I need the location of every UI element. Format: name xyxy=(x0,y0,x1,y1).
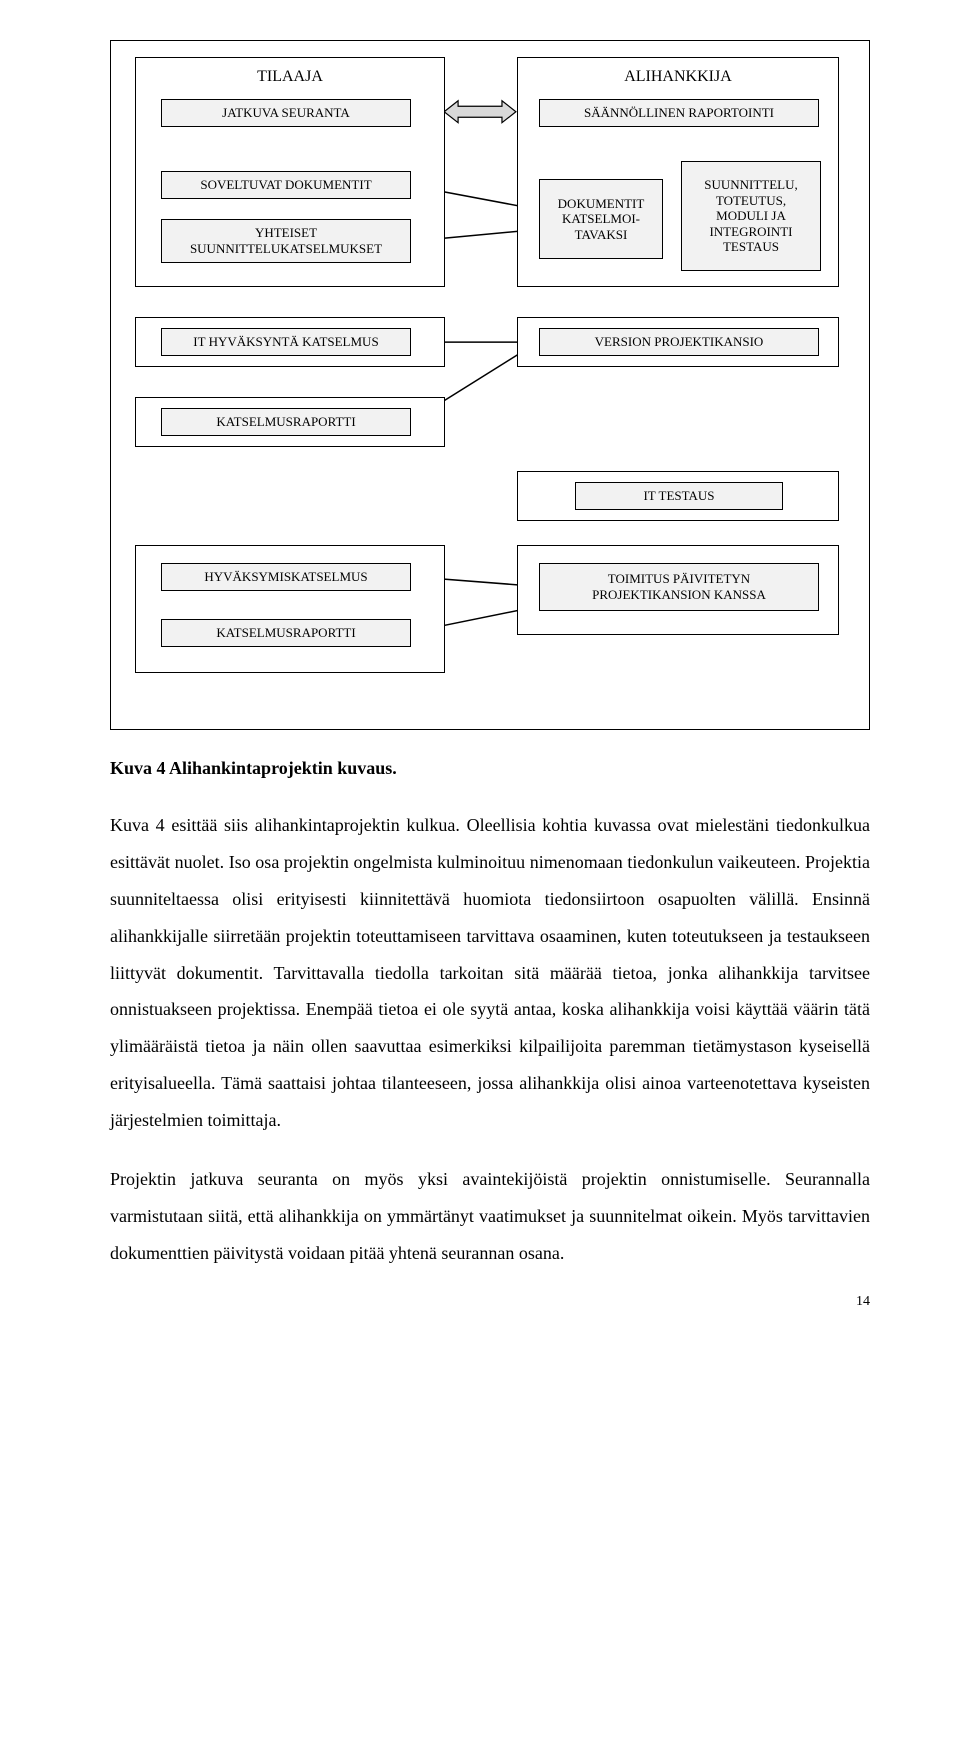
diagram-node: KATSELMUSRAPORTTI xyxy=(161,408,411,436)
diagram-node: HYVÄKSYMISKATSELMUS xyxy=(161,563,411,591)
diagram-node: TILAAJA xyxy=(145,63,435,91)
figure-caption: Kuva 4 Alihankintaprojektin kuvaus. xyxy=(110,758,870,779)
diagram-node: SOVELTUVAT DOKUMENTIT xyxy=(161,171,411,199)
diagram-node: DOKUMENTITKATSELMOI-TAVAKSI xyxy=(539,179,663,259)
diagram-node: SUUNNITTELU,TOTEUTUS,MODULI JAINTEGROINT… xyxy=(681,161,821,271)
paragraph: Kuva 4 esittää siis alihankintaprojektin… xyxy=(110,807,870,1139)
page-number: 14 xyxy=(110,1294,870,1310)
diagram-node: YHTEISETSUUNNITTELUKATSELMUKSET xyxy=(161,219,411,263)
diagram-node: JATKUVA SEURANTA xyxy=(161,99,411,127)
diagram-node: IT TESTAUS xyxy=(575,482,783,510)
diagram-node: KATSELMUSRAPORTTI xyxy=(161,619,411,647)
diagram-node: ALIHANKKIJA xyxy=(527,63,829,91)
flowchart-diagram: TILAAJA ALIHANKKIJA JATKUVA SEURANTA SÄÄNNÖ… xyxy=(121,51,859,711)
paragraph: Projektin jatkuva seuranta on myös yksi … xyxy=(110,1161,870,1272)
diagram-frame: TILAAJA ALIHANKKIJA JATKUVA SEURANTA SÄÄNNÖ… xyxy=(110,40,870,730)
body-text: Kuva 4 esittää siis alihankintaprojektin… xyxy=(110,807,870,1272)
diagram-node: TOIMITUS PÄIVITETYNPROJEKTIKANSION KANSS… xyxy=(539,563,819,611)
diagram-node: SÄÄNNÖLLINEN RAPORTOINTI xyxy=(539,99,819,127)
diagram-node: VERSION PROJEKTIKANSIO xyxy=(539,328,819,356)
diagram-node: IT HYVÄKSYNTÄ KATSELMUS xyxy=(161,328,411,356)
